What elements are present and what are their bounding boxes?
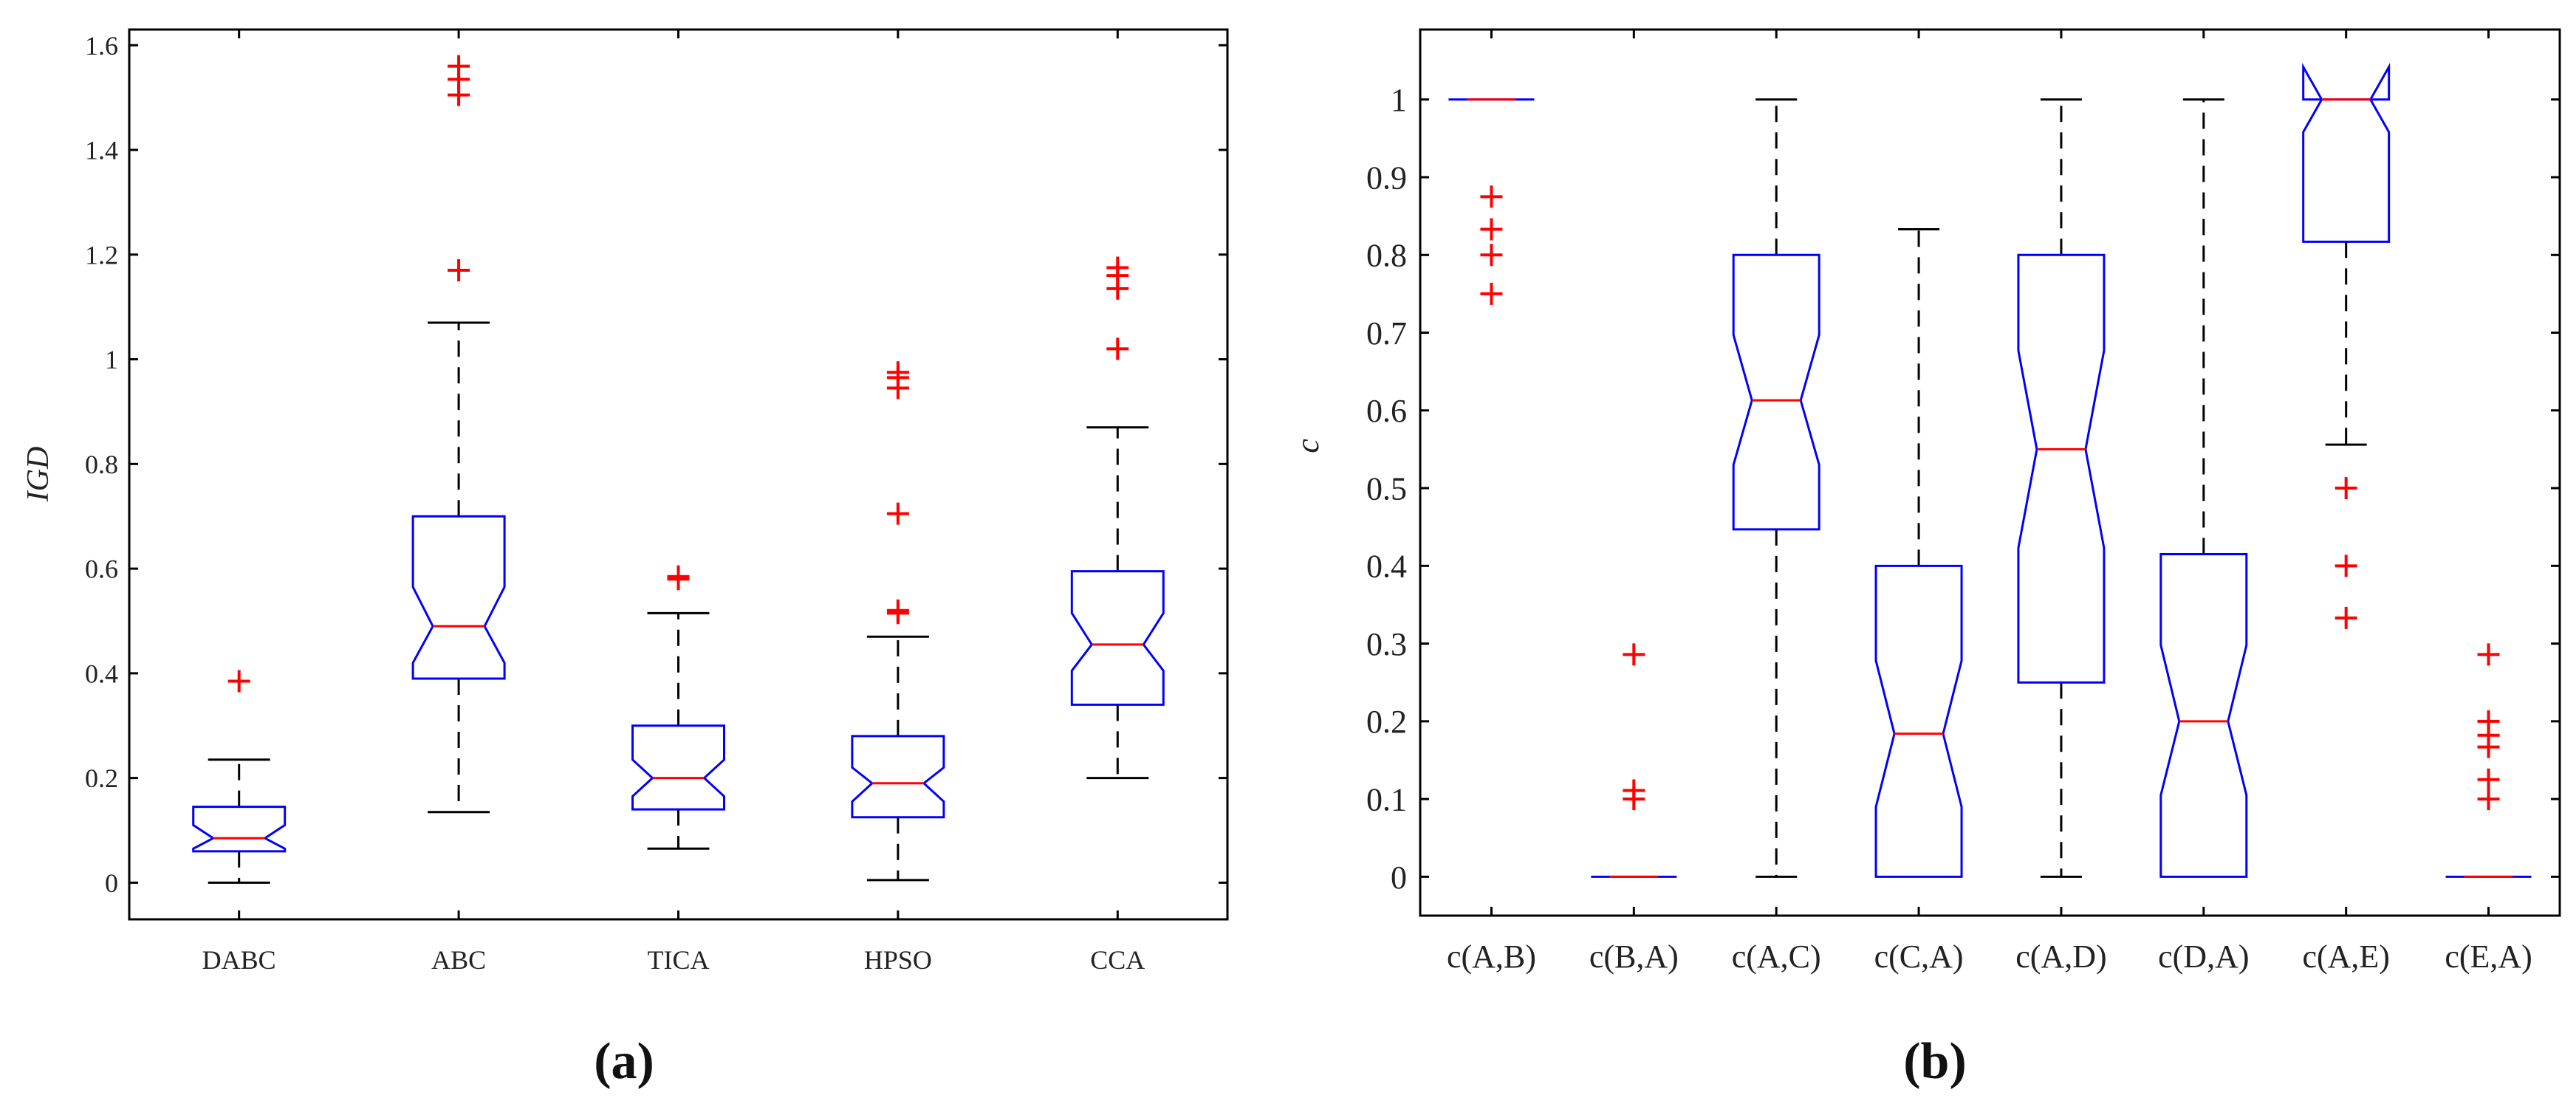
box-c(A,C) [1732, 98, 1820, 878]
outlier-marker [1480, 282, 1503, 305]
y-tick-label: 0.2 [1366, 704, 1407, 740]
outlier-marker [667, 565, 690, 588]
y-tick-label: 0.4 [85, 659, 118, 688]
outlier-marker [2334, 606, 2357, 629]
x-tick-label: TICA [648, 945, 710, 975]
outlier-marker [1106, 337, 1129, 360]
x-tick-label: c(A,E) [2302, 939, 2390, 975]
y-tick-label: 0.3 [1366, 626, 1407, 662]
panel-b-label: (b) [1903, 1033, 1967, 1090]
x-tick-label: HPSO [864, 945, 932, 975]
outlier-marker [2334, 555, 2357, 577]
notched-box [192, 806, 287, 853]
x-tick-label: c(D,A) [2158, 939, 2249, 975]
y-axis-label: IGD [21, 447, 55, 503]
y-tick-label: 1 [105, 345, 118, 374]
plot-frame [1419, 28, 2561, 917]
y-tick-label: 0.8 [1366, 238, 1407, 274]
notched-box [411, 515, 506, 680]
box-c(A,D) [2017, 98, 2106, 878]
box-ABC [411, 55, 506, 814]
x-tick-label: c(A,D) [2015, 939, 2106, 975]
x-tick-label: c(C,A) [1874, 939, 1964, 975]
outlier-marker [1480, 244, 1503, 267]
y-tick-label: 0.7 [1366, 315, 1407, 351]
outlier-marker [1480, 185, 1503, 208]
outlier-marker [2477, 768, 2500, 791]
box-TICA [631, 565, 725, 850]
x-tick-label: c(A,C) [1732, 939, 1821, 975]
y-tick-label: 1.6 [85, 31, 118, 61]
box-CCA [1070, 256, 1165, 780]
outlier-marker [1623, 779, 1645, 802]
panel-a-label: (a) [594, 1033, 654, 1090]
y-tick-label: 1.4 [85, 136, 118, 165]
x-tick-label: DABC [202, 945, 276, 975]
y-tick-label: 0 [105, 868, 118, 898]
y-tick-label: 1.2 [85, 240, 118, 270]
outlier-marker [448, 259, 470, 282]
x-tick-label: CCA [1090, 945, 1145, 975]
outlier-marker [886, 502, 909, 525]
box-c(A,E) [2302, 62, 2391, 629]
y-tick-label: 0.4 [1366, 549, 1407, 585]
notched-box [2159, 553, 2248, 878]
box-c(C,A) [1874, 228, 1963, 878]
outlier-marker [1623, 643, 1645, 666]
y-tick-label: 1 [1391, 82, 1407, 118]
outlier-marker [1480, 218, 1503, 241]
outlier-marker [886, 599, 909, 622]
y-tick-label: 0.2 [85, 764, 118, 793]
box-HPSO [851, 361, 945, 882]
notched-box [2302, 62, 2391, 243]
box-c(A,B) [1448, 98, 1535, 305]
box-c(B,A) [1591, 643, 1677, 878]
outlier-marker [227, 670, 250, 693]
notched-box [2017, 253, 2106, 684]
x-tick-label: c(B,A) [1589, 939, 1679, 975]
outlier-marker [2334, 477, 2357, 500]
box-DABC [192, 670, 287, 884]
outlier-marker [886, 361, 909, 384]
y-tick-label: 0.6 [85, 555, 118, 584]
notched-box [1732, 253, 1820, 531]
box-c(E,A) [2445, 643, 2532, 878]
y-tick-label: 0.5 [1366, 470, 1407, 507]
x-tick-label: c(A,B) [1447, 939, 1536, 975]
box-c(D,A) [2159, 98, 2248, 878]
y-tick-label: 0 [1391, 860, 1407, 896]
outlier-marker [2477, 643, 2500, 666]
y-tick-label: 0.1 [1366, 782, 1407, 818]
outlier-marker [448, 55, 470, 78]
y-tick-label: 0.6 [1366, 393, 1407, 429]
notched-box [1070, 570, 1165, 706]
outlier-marker [2477, 710, 2500, 733]
notched-box [1874, 564, 1963, 878]
panel-b-boxplot: 0 0.1 0.2 0.3 0.4 0.5 0.6 0.7 0.8 0.9 1 c c(A,B) c(B,… [1289, 28, 2561, 975]
y-tick-label: 0.8 [85, 450, 118, 479]
x-tick-label: c(E,A) [2445, 939, 2532, 975]
y-tick-label: 0.9 [1366, 159, 1407, 196]
notched-box [851, 735, 945, 819]
notched-box [631, 724, 725, 811]
y-axis-label: c [1289, 439, 1326, 453]
outlier-marker [2477, 788, 2500, 811]
outlier-marker [1106, 256, 1129, 279]
x-tick-label: ABC [431, 945, 486, 975]
plot-frame [128, 28, 1229, 921]
panel-a-boxplot: 0 0.2 0.4 0.6 0.8 1 1.2 1.4 1.6 IGD DABC ABC TICA HPS… [21, 28, 1229, 975]
